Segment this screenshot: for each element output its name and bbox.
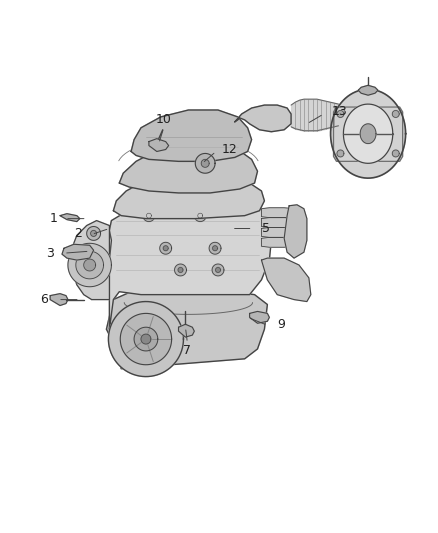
Polygon shape: [209, 243, 221, 254]
Polygon shape: [337, 110, 344, 117]
Text: 10: 10: [156, 114, 172, 126]
Polygon shape: [284, 205, 307, 258]
Polygon shape: [331, 90, 406, 178]
Polygon shape: [212, 264, 224, 276]
Polygon shape: [143, 209, 155, 222]
Text: 6: 6: [40, 293, 48, 306]
Polygon shape: [146, 213, 152, 218]
Polygon shape: [179, 324, 194, 337]
Text: 13: 13: [332, 106, 347, 118]
Polygon shape: [113, 179, 265, 219]
Text: 3: 3: [46, 247, 54, 260]
Polygon shape: [337, 150, 344, 157]
Polygon shape: [131, 110, 251, 161]
Polygon shape: [392, 150, 399, 157]
Text: 9: 9: [277, 318, 285, 331]
Polygon shape: [68, 243, 111, 287]
Polygon shape: [358, 85, 378, 95]
Polygon shape: [261, 258, 311, 302]
Polygon shape: [106, 290, 267, 369]
Polygon shape: [175, 264, 187, 276]
Polygon shape: [109, 302, 184, 377]
Text: 7: 7: [184, 344, 191, 358]
Polygon shape: [91, 230, 96, 237]
Polygon shape: [141, 334, 151, 344]
Polygon shape: [261, 217, 297, 228]
Polygon shape: [84, 259, 95, 271]
Polygon shape: [62, 244, 94, 260]
Polygon shape: [194, 209, 206, 222]
Text: 5: 5: [262, 222, 270, 235]
Polygon shape: [235, 105, 291, 132]
Polygon shape: [50, 294, 68, 305]
Polygon shape: [343, 104, 393, 163]
Text: 12: 12: [222, 143, 238, 156]
Polygon shape: [201, 159, 209, 167]
Polygon shape: [261, 228, 297, 237]
Polygon shape: [261, 237, 297, 247]
Polygon shape: [119, 142, 258, 193]
Text: 1: 1: [49, 212, 57, 225]
Polygon shape: [72, 221, 110, 300]
Polygon shape: [360, 124, 376, 143]
Polygon shape: [392, 110, 399, 117]
Polygon shape: [198, 213, 203, 218]
Polygon shape: [163, 246, 168, 251]
Text: 2: 2: [74, 227, 82, 240]
Polygon shape: [149, 139, 169, 151]
Polygon shape: [215, 268, 220, 272]
Polygon shape: [134, 327, 158, 351]
Polygon shape: [76, 251, 103, 279]
Polygon shape: [87, 227, 101, 240]
Polygon shape: [195, 154, 215, 173]
Polygon shape: [333, 107, 403, 161]
Polygon shape: [178, 268, 183, 272]
Polygon shape: [261, 208, 297, 217]
Polygon shape: [212, 246, 218, 251]
Polygon shape: [120, 313, 172, 365]
Polygon shape: [250, 311, 269, 324]
Polygon shape: [60, 214, 80, 222]
Polygon shape: [160, 243, 172, 254]
Polygon shape: [110, 203, 271, 329]
